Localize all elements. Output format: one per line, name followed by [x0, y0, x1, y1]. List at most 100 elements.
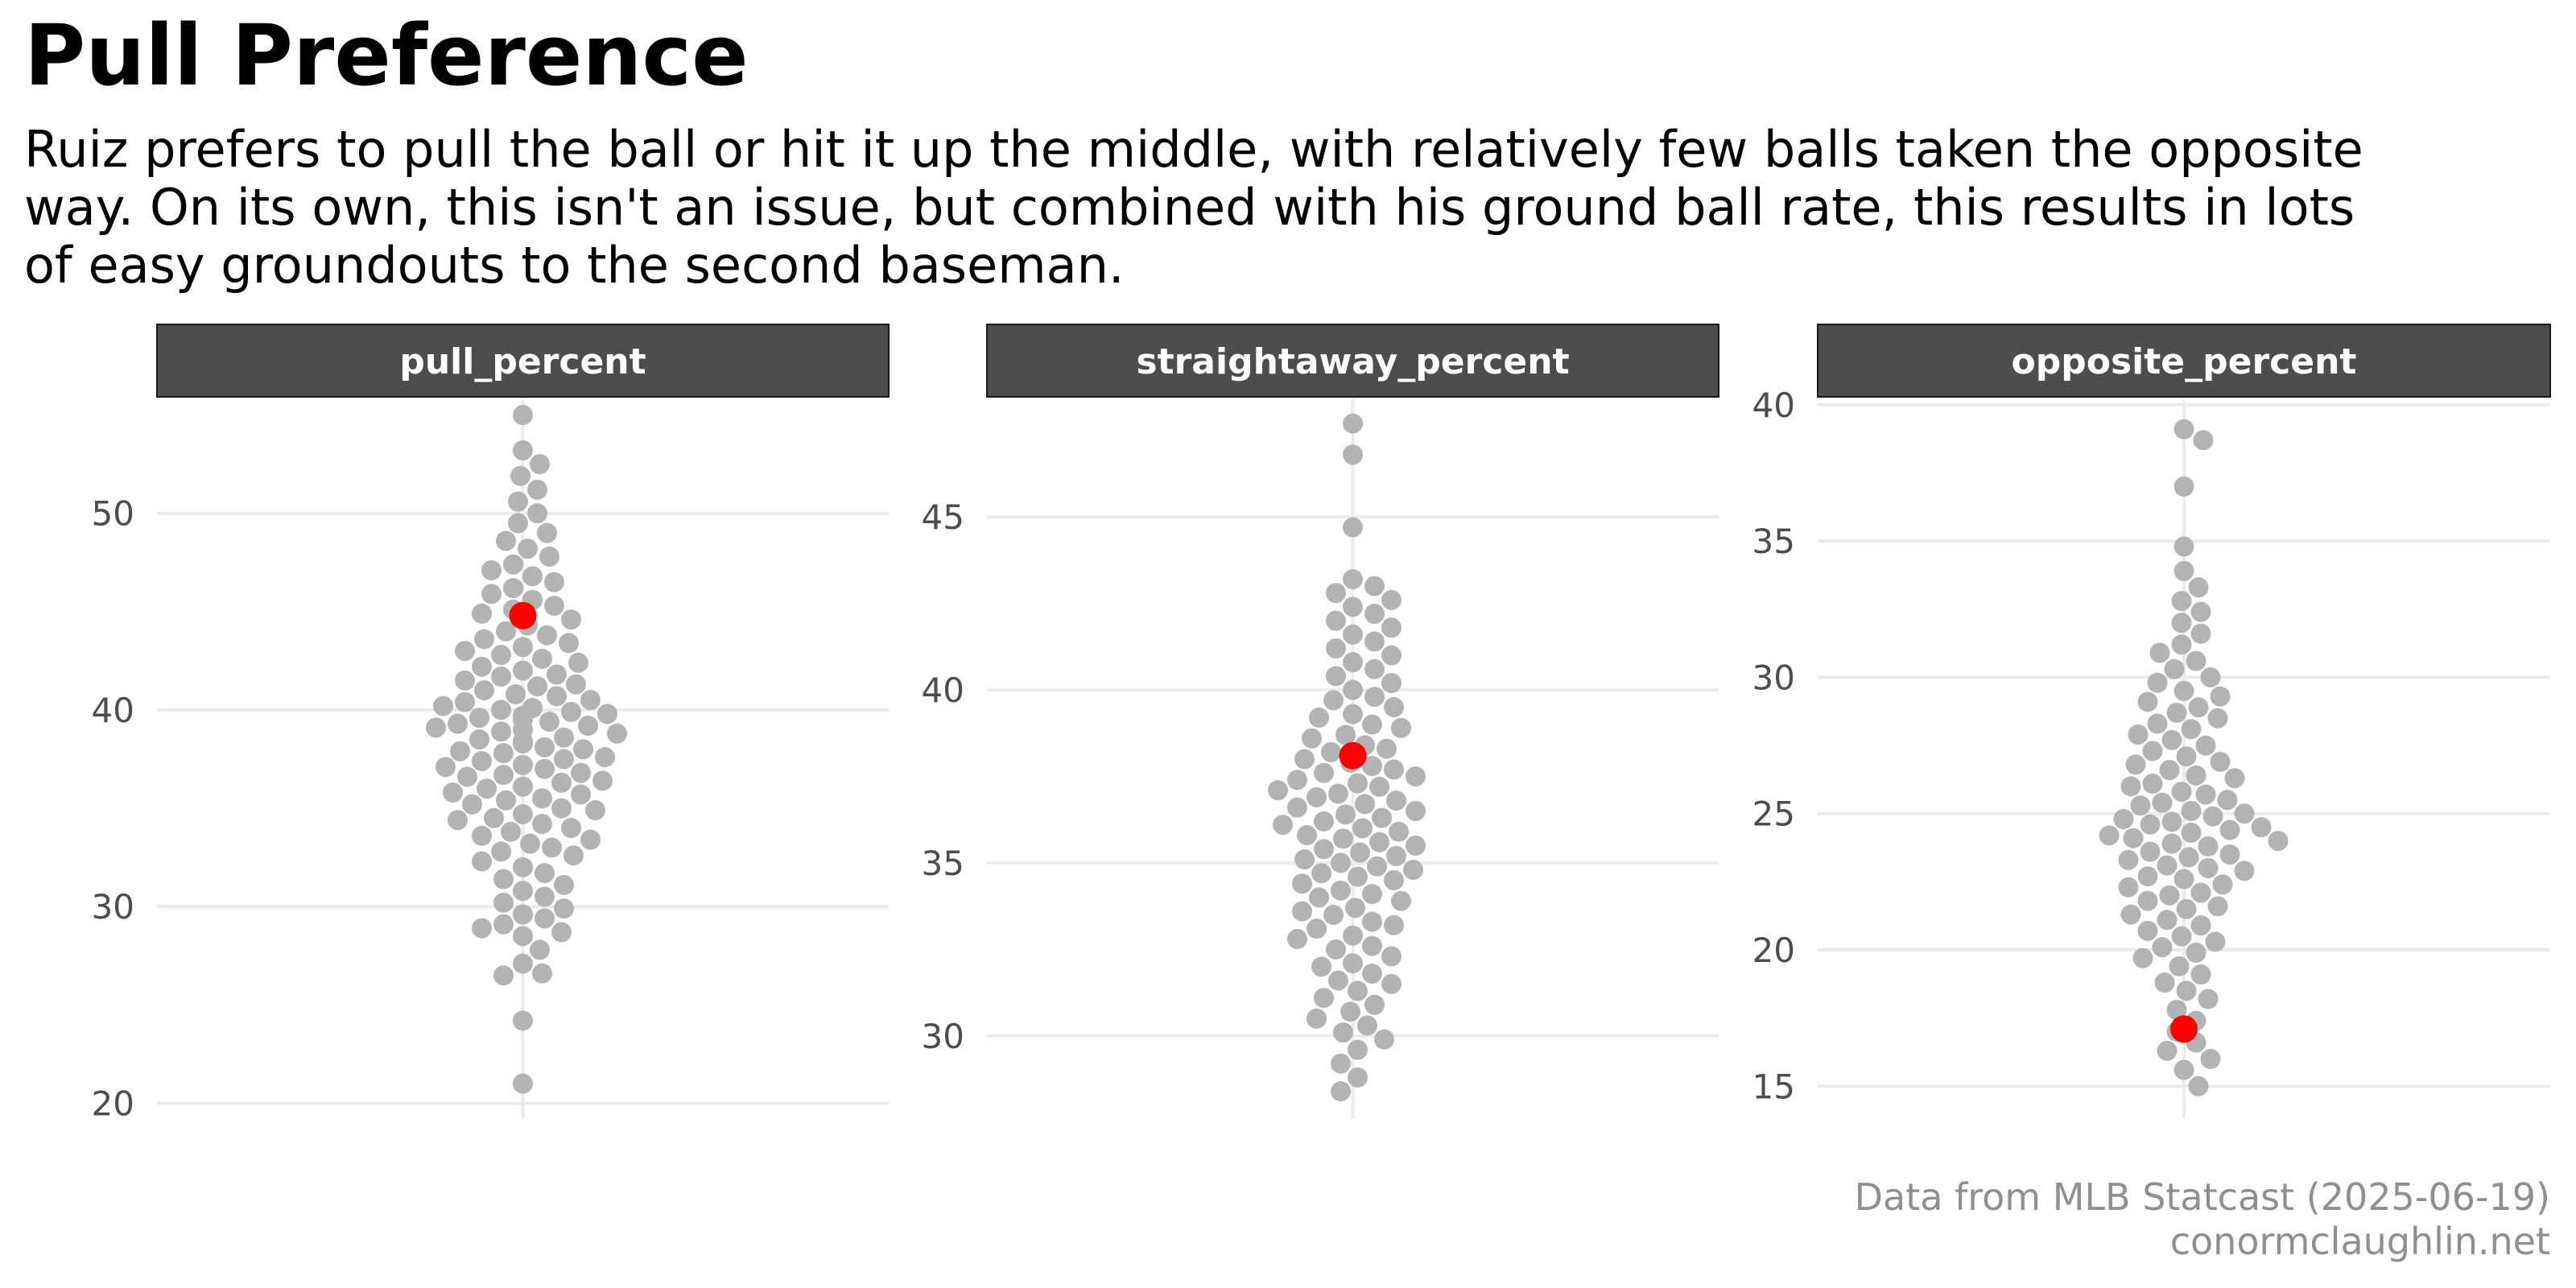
data-point: [2099, 825, 2120, 846]
y-tick-label: 40: [92, 691, 134, 730]
y-tick-label: 25: [1752, 795, 1795, 834]
data-point: [1321, 741, 1341, 762]
data-point: [1364, 687, 1385, 708]
data-point: [1307, 786, 1327, 807]
data-point: [2234, 861, 2255, 881]
data-point: [1391, 717, 1411, 738]
data-point: [1348, 1039, 1368, 1060]
data-point: [1381, 672, 1402, 693]
data-point: [2176, 898, 2197, 919]
data-point: [472, 656, 492, 677]
data-point: [472, 851, 492, 872]
data-point: [607, 723, 627, 744]
data-point: [532, 648, 552, 669]
subtitle-line: Ruiz prefers to pull the ball or hit it …: [24, 120, 2363, 179]
data-point: [513, 440, 533, 461]
data-point: [535, 737, 555, 758]
data-point: [2157, 910, 2178, 931]
data-point: [472, 750, 492, 771]
data-point: [2188, 1075, 2209, 1096]
data-point: [537, 625, 557, 646]
data-point: [1323, 690, 1344, 711]
data-point: [2147, 713, 2168, 734]
data-point: [513, 1010, 533, 1031]
data-point: [1287, 797, 1307, 818]
data-point: [571, 762, 591, 783]
data-point: [1309, 707, 1329, 728]
data-point: [1367, 856, 1387, 877]
y-tick-label: 35: [922, 844, 964, 883]
data-point: [513, 953, 533, 974]
data-point: [1364, 994, 1385, 1015]
data-point: [2171, 591, 2192, 612]
data-point: [595, 747, 615, 768]
data-point: [1381, 645, 1402, 666]
data-point: [2137, 691, 2158, 712]
data-point: [2198, 857, 2219, 878]
data-point: [455, 691, 475, 712]
data-point: [2200, 667, 2221, 687]
data-point: [2190, 882, 2211, 903]
data-point: [1287, 770, 1307, 791]
highlight-point: [509, 601, 537, 630]
data-point: [2234, 803, 2255, 824]
data-point: [496, 790, 516, 811]
data-point: [561, 609, 581, 630]
data-point: [542, 837, 562, 858]
data-point: [472, 918, 492, 939]
data-point: [1297, 825, 1317, 846]
data-point: [2210, 751, 2231, 772]
data-point: [1384, 759, 1404, 780]
data-point: [1406, 835, 1426, 856]
y-tick-label: 30: [922, 1017, 964, 1056]
data-point: [1311, 956, 1331, 977]
data-point: [547, 664, 567, 685]
data-point: [1384, 914, 1404, 935]
data-point: [1328, 783, 1348, 804]
data-point: [2188, 577, 2209, 598]
data-point: [477, 778, 497, 799]
data-point: [2147, 672, 2168, 693]
data-point: [1381, 973, 1402, 994]
data-point: [1343, 413, 1363, 434]
y-tick-label: 20: [1752, 931, 1795, 970]
data-point: [1331, 1081, 1351, 1102]
data-point: [551, 922, 572, 943]
data-point: [457, 766, 477, 787]
data-point: [554, 749, 574, 770]
data-point: [1343, 925, 1363, 946]
data-point: [2171, 782, 2192, 803]
data-point: [2198, 836, 2219, 857]
data-point: [491, 700, 511, 720]
data-point: [2157, 855, 2178, 876]
data-point: [2157, 1040, 2178, 1061]
data-point: [2174, 536, 2194, 557]
data-point: [2181, 800, 2202, 821]
caption-source: Data from MLB Statcast (2025-06-19): [1854, 1175, 2550, 1219]
data-point: [532, 963, 552, 984]
data-point: [1326, 583, 1346, 604]
data-point: [1386, 791, 1406, 811]
data-point: [2174, 680, 2194, 701]
panel-opposite_percent: 15 20 25 30 35 40 opposite_percent: [1752, 324, 2551, 1119]
data-point: [578, 715, 598, 736]
data-point: [1326, 666, 1346, 687]
data-point: [1348, 1067, 1368, 1088]
data-point: [544, 572, 564, 592]
data-point: [1311, 863, 1331, 884]
data-point: [448, 713, 468, 734]
data-point: [573, 739, 593, 760]
panel-straightaway_percent: 30 35 40 45 straightaway_percent: [922, 324, 1719, 1119]
data-point: [1343, 679, 1363, 700]
data-point: [2217, 790, 2238, 811]
data-point: [537, 522, 557, 543]
data-point: [554, 898, 574, 919]
data-point: [513, 926, 533, 947]
data-point: [1364, 658, 1385, 679]
data-point: [1357, 1015, 1377, 1036]
data-point: [1348, 773, 1368, 794]
data-point: [455, 670, 475, 691]
data-point: [1362, 884, 1382, 905]
data-point: [554, 874, 574, 895]
data-point: [2181, 719, 2202, 740]
